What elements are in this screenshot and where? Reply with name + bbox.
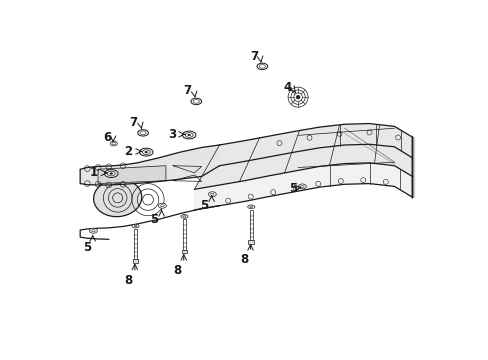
Ellipse shape xyxy=(112,142,115,145)
Polygon shape xyxy=(410,137,413,197)
Circle shape xyxy=(296,95,299,99)
Bar xyxy=(132,259,138,263)
Ellipse shape xyxy=(210,193,214,195)
Ellipse shape xyxy=(185,133,193,137)
Ellipse shape xyxy=(193,100,199,103)
Ellipse shape xyxy=(91,230,95,232)
Text: 5: 5 xyxy=(83,241,91,255)
Text: 6: 6 xyxy=(102,131,111,144)
Ellipse shape xyxy=(183,216,185,217)
Ellipse shape xyxy=(259,64,265,68)
Ellipse shape xyxy=(181,215,188,218)
Text: 5: 5 xyxy=(288,183,297,195)
Ellipse shape xyxy=(93,179,142,217)
Text: 1: 1 xyxy=(89,166,98,179)
Ellipse shape xyxy=(298,184,305,189)
Text: 8: 8 xyxy=(240,253,248,266)
Ellipse shape xyxy=(140,131,146,135)
Ellipse shape xyxy=(134,225,137,227)
Ellipse shape xyxy=(110,141,117,146)
Bar xyxy=(181,249,187,253)
Polygon shape xyxy=(80,145,219,185)
Text: 8: 8 xyxy=(124,274,132,287)
Ellipse shape xyxy=(132,224,139,228)
Ellipse shape xyxy=(158,203,166,208)
Ellipse shape xyxy=(110,173,112,175)
Ellipse shape xyxy=(139,148,153,156)
Text: 7: 7 xyxy=(250,50,258,63)
Ellipse shape xyxy=(208,192,216,197)
Bar xyxy=(249,210,252,240)
Ellipse shape xyxy=(107,171,115,176)
Ellipse shape xyxy=(190,98,201,105)
Ellipse shape xyxy=(300,185,304,188)
Ellipse shape xyxy=(249,206,252,207)
Text: 4: 4 xyxy=(283,81,291,94)
Polygon shape xyxy=(219,123,411,166)
Bar xyxy=(134,229,137,259)
Text: 2: 2 xyxy=(124,145,132,158)
Ellipse shape xyxy=(187,134,190,136)
Polygon shape xyxy=(98,166,165,184)
Text: 3: 3 xyxy=(168,128,176,141)
Bar xyxy=(248,240,254,244)
Text: 5: 5 xyxy=(150,213,158,226)
Text: 8: 8 xyxy=(173,264,181,276)
Ellipse shape xyxy=(160,204,164,207)
Bar xyxy=(183,219,185,249)
Ellipse shape xyxy=(257,63,267,69)
Text: 7: 7 xyxy=(183,84,191,97)
Ellipse shape xyxy=(104,170,118,177)
Polygon shape xyxy=(194,163,411,210)
Ellipse shape xyxy=(144,151,147,153)
Text: 7: 7 xyxy=(129,116,138,129)
Ellipse shape xyxy=(138,130,148,136)
Ellipse shape xyxy=(142,150,150,154)
Ellipse shape xyxy=(182,131,196,139)
Text: 5: 5 xyxy=(200,198,208,212)
Ellipse shape xyxy=(247,205,254,208)
Polygon shape xyxy=(194,123,411,189)
Ellipse shape xyxy=(89,228,97,233)
